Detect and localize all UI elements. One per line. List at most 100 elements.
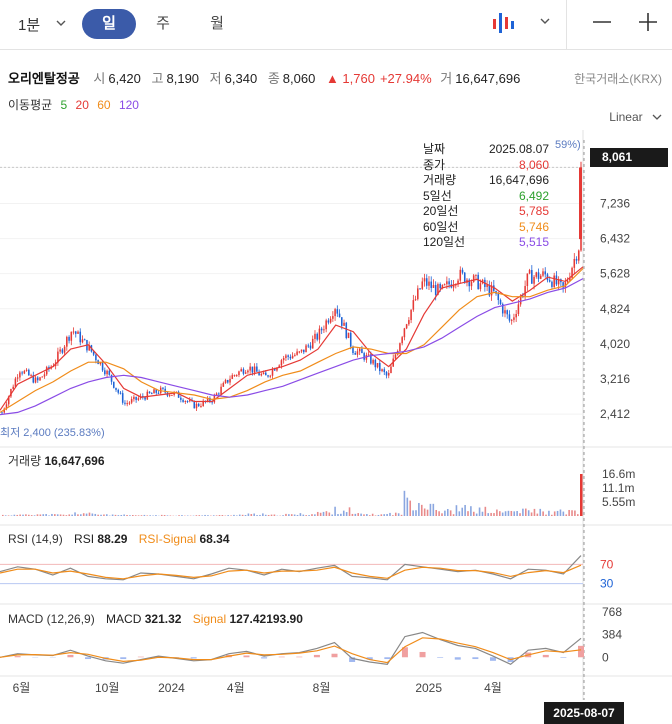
candle-body xyxy=(519,295,522,305)
volume-bar xyxy=(481,511,484,516)
volume-bar xyxy=(542,511,544,516)
candle-body xyxy=(162,387,164,389)
candle-body xyxy=(144,397,146,400)
macd-histogram-bar xyxy=(437,657,444,658)
candle-body xyxy=(325,320,327,330)
tab-month[interactable]: 월 xyxy=(210,15,224,32)
candle-body xyxy=(405,324,408,329)
candle-body xyxy=(533,276,535,284)
chevron-down-icon[interactable] xyxy=(56,18,66,28)
volume-bar xyxy=(33,515,36,516)
timeframe-select[interactable]: 1분 xyxy=(18,17,41,34)
low-label: 저 xyxy=(209,71,222,86)
scale-mode-button[interactable]: Linear xyxy=(609,110,662,124)
candle-body xyxy=(488,284,491,296)
candle-body xyxy=(242,369,245,374)
volume-bar xyxy=(539,508,542,516)
candle-body xyxy=(137,398,140,400)
candle-body xyxy=(463,272,466,283)
candle-body xyxy=(408,320,410,325)
volume-bar xyxy=(380,514,383,516)
volume-bar xyxy=(435,509,438,516)
candle-body xyxy=(309,345,312,349)
ma-legend-label: 이동평균 xyxy=(8,98,53,112)
candle-body xyxy=(367,354,370,356)
candle-body xyxy=(535,272,538,277)
volume-bar xyxy=(100,514,102,516)
volume-bar xyxy=(77,514,79,516)
macd-histogram-bar xyxy=(384,657,391,660)
candle-body xyxy=(184,400,187,402)
change-value: ▲ 1,760 xyxy=(325,71,375,86)
candlestick-icon[interactable] xyxy=(492,11,518,35)
candle-body xyxy=(63,346,66,353)
volume-bar xyxy=(259,514,261,516)
macd-histogram-bar xyxy=(401,647,408,658)
volume-bar xyxy=(88,512,91,516)
change-percent: +27.94% xyxy=(379,71,432,86)
volume-bar xyxy=(487,513,490,516)
candle-body xyxy=(14,378,17,387)
volume-bar xyxy=(475,513,478,516)
volume-bar xyxy=(368,515,371,516)
candle-body xyxy=(195,403,198,409)
candle-body xyxy=(233,375,236,377)
candle-body xyxy=(345,322,348,339)
candle-body xyxy=(410,309,412,321)
volume-bar xyxy=(169,515,172,516)
zoom-in-icon[interactable] xyxy=(634,8,662,36)
volume-bar xyxy=(516,511,518,516)
rsi-series-line xyxy=(0,555,582,581)
volume-bar xyxy=(13,514,16,516)
macd-histogram-bar xyxy=(296,656,303,658)
macd-axis-tick: 0 xyxy=(602,650,609,664)
macd-histogram-bar xyxy=(472,657,479,660)
candle-body xyxy=(349,332,352,347)
candle-body xyxy=(430,281,433,288)
volume-bar xyxy=(256,515,258,516)
volume-bar xyxy=(345,512,348,516)
candle-body xyxy=(10,388,12,397)
candle-body xyxy=(202,400,204,407)
volume-bar xyxy=(337,514,339,516)
candle-body xyxy=(468,279,471,287)
chevron-down-icon[interactable] xyxy=(540,16,550,26)
close-label: 종 xyxy=(267,71,280,86)
candle-body xyxy=(117,389,120,393)
volume-bar xyxy=(363,514,365,516)
rsi-signal-label: RSI-Signal xyxy=(138,532,197,546)
candle-body xyxy=(83,339,86,341)
candle-body xyxy=(287,355,289,357)
volume-bar xyxy=(412,510,414,516)
zoom-out-icon[interactable] xyxy=(588,8,616,36)
volume-bar xyxy=(91,513,94,516)
candle-body xyxy=(206,397,209,402)
candle-body xyxy=(5,404,8,409)
moving-average-legend[interactable]: 이동평균 5 20 60 120 xyxy=(8,96,144,113)
candle-body xyxy=(182,399,184,402)
volume-value: 16,647,696 xyxy=(455,71,521,86)
candle-body xyxy=(526,273,529,287)
candle-body xyxy=(329,318,332,323)
x-axis-tick: 2025 xyxy=(415,681,442,695)
volume-axis-tick: 5.55m xyxy=(602,495,635,509)
candle-body xyxy=(412,300,415,310)
volume-bar xyxy=(556,510,559,516)
candle-body xyxy=(524,286,526,296)
candle-body xyxy=(25,369,28,371)
moving-average-line-60 xyxy=(0,268,584,413)
volume-bar xyxy=(507,510,510,516)
volume-bar xyxy=(68,514,71,516)
candle-body xyxy=(517,304,520,315)
candle-body xyxy=(153,389,155,394)
volume-bar xyxy=(97,514,99,516)
tab-day[interactable]: 일 xyxy=(82,9,136,39)
volume-bar xyxy=(478,507,481,516)
volume-bar xyxy=(230,515,232,516)
volume-bar xyxy=(568,509,570,516)
tab-week[interactable]: 주 xyxy=(156,15,170,32)
tooltip-ma120-value: 5,515 xyxy=(518,235,549,249)
volume-bar xyxy=(80,514,82,516)
volume-bar xyxy=(446,508,449,516)
x-axis-tick: 8월 xyxy=(313,681,331,695)
